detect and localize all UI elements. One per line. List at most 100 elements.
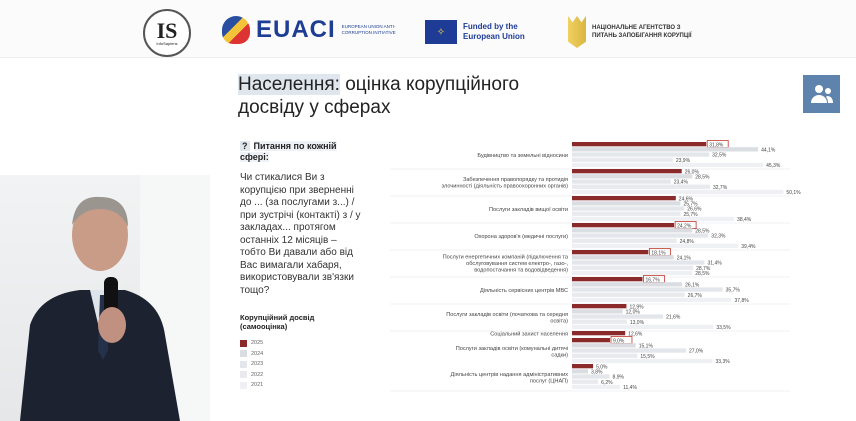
bar-2024: [572, 201, 681, 206]
bar-2022: [572, 211, 681, 216]
value-label: 32,5%: [712, 153, 727, 159]
legend-swatch: [240, 350, 247, 358]
bar-2023: [572, 206, 685, 211]
bar-2021: [572, 162, 764, 168]
bar-2021: [572, 243, 739, 249]
bar-2024: [572, 228, 693, 233]
bar-2022: [572, 379, 599, 384]
trident-icon: [568, 16, 586, 48]
legend-swatch: [240, 339, 247, 347]
value-label: 33,5%: [716, 325, 731, 331]
category-label: освіта): [550, 318, 568, 324]
slide-title: Населення: оцінка корупційного досвіду у…: [238, 73, 538, 119]
infosapiens-logo: IS InfoSapiens: [143, 9, 191, 57]
value-label: 33,3%: [716, 359, 731, 365]
value-label: 45,3%: [766, 163, 781, 169]
eu-logo: ✧ Funded by the European Union: [425, 20, 543, 44]
legend-item-2024: 2024: [240, 349, 263, 360]
category-label: злочинності (діяльність правоохоронних о…: [442, 183, 569, 189]
euaci-subtext: EUROPEAN UNION ANTI-CORRUPTION INITIATIV…: [341, 24, 396, 35]
speaker-image: [20, 175, 210, 421]
value-label: 24,2%: [677, 223, 692, 229]
legend-label: 2025: [251, 340, 264, 347]
bar-2025: [572, 304, 627, 309]
bar-2023: [572, 260, 705, 265]
value-label: 26,6%: [687, 207, 702, 213]
bar-2024: [572, 174, 693, 179]
value-label: 26,0%: [685, 169, 700, 175]
title-highlight: Населення:: [238, 74, 340, 95]
value-label: 35,7%: [726, 288, 741, 294]
people-icon: [810, 85, 833, 103]
value-label: 13,0%: [630, 320, 645, 326]
value-label: 27,0%: [689, 349, 704, 355]
bar-2025: [572, 331, 626, 336]
value-label: 38,4%: [737, 217, 752, 223]
question-mark: ?: [240, 141, 250, 151]
legend-swatch: [240, 360, 247, 368]
bar-2025: [572, 169, 682, 174]
legend-swatch: [240, 371, 247, 379]
bar-2021: [572, 384, 621, 390]
category-label: Соціальний захист населення: [490, 331, 568, 338]
bar-2022: [572, 265, 694, 270]
bar-2021: [572, 189, 784, 195]
legend: 2025 2024 2023 2022 2021: [240, 338, 263, 391]
value-label: 3,8%: [591, 370, 603, 376]
header: IS InfoSapiens EUACI EUROPEAN UNION ANTI-…: [0, 0, 856, 58]
value-label: 32,3%: [711, 234, 726, 240]
bar-2022: [572, 184, 710, 189]
value-label: 31,8%: [709, 142, 724, 148]
legend-item-2023: 2023: [240, 359, 263, 370]
value-label: 26,7%: [688, 293, 703, 299]
title-rest: оцінка корупційного досвіду у сферах: [238, 74, 520, 118]
value-label: 21,6%: [666, 315, 681, 321]
category-label: Діяльність сервісних центрів МВС: [480, 288, 568, 294]
value-label: 28,7%: [696, 266, 711, 272]
category-label: Послуги закладів освіти (комунальні дитя…: [456, 346, 568, 352]
bar-2022: [572, 157, 673, 162]
bar-2023: [572, 287, 723, 292]
question-heading: ? Питання по кожній сфері:: [240, 141, 355, 163]
legend-item-2025: 2025: [240, 338, 263, 349]
category-label: Послуги енергетичних компаній (підключен…: [443, 254, 569, 261]
participants-button[interactable]: [803, 75, 840, 113]
value-label: 15,5%: [640, 354, 655, 360]
bar-2025: [572, 250, 649, 255]
value-label: 25,7%: [683, 202, 698, 208]
value-label: 31,4%: [708, 261, 723, 267]
euaci-text: EUACI: [256, 16, 336, 43]
bar-2025: [572, 338, 610, 343]
legend-label: 2023: [251, 361, 264, 368]
bar-2025: [572, 364, 594, 369]
bar-2023: [572, 348, 686, 353]
category-label: послуг (ЦНАП): [530, 378, 568, 384]
bar-2024: [572, 255, 674, 260]
category-label: садки): [551, 352, 568, 358]
nazk-logo: НАЦІОНАЛЬНЕ АГЕНТСТВО З ПИТАНЬ ЗАПОБІГАН…: [568, 16, 697, 48]
value-label: 24,1%: [677, 256, 692, 262]
category-label: Будівництво та земельні відносини: [477, 153, 568, 159]
bar-2021: [572, 324, 714, 330]
category-label: Діяльність центрів надання адміністратив…: [451, 372, 569, 378]
value-label: 18,1%: [651, 250, 666, 256]
value-label: 24,6%: [679, 196, 694, 202]
value-label: 32,7%: [713, 185, 728, 191]
legend-label: 2021: [251, 382, 264, 389]
bar-2025: [572, 223, 675, 228]
bar-2024: [572, 343, 636, 348]
bar-2021: [572, 216, 735, 222]
legend-item-2022: 2022: [240, 370, 263, 381]
category-label: обслуговування систем електро-, газо-,: [466, 261, 568, 267]
bar-2025: [572, 277, 643, 282]
category-label: водопостачання та водовідведення): [474, 268, 568, 274]
value-label: 12,9%: [629, 304, 644, 310]
bar-2022: [572, 292, 685, 297]
value-label: 6,2%: [601, 380, 613, 386]
category-label: Послуги закладів вищої освіти: [489, 207, 568, 213]
bar-2025: [572, 142, 707, 147]
value-label: 25,7%: [683, 212, 698, 218]
nazk-text: НАЦІОНАЛЬНЕ АГЕНТСТВО З ПИТАНЬ ЗАПОБІГАН…: [592, 25, 692, 39]
bar-2024: [572, 147, 759, 152]
